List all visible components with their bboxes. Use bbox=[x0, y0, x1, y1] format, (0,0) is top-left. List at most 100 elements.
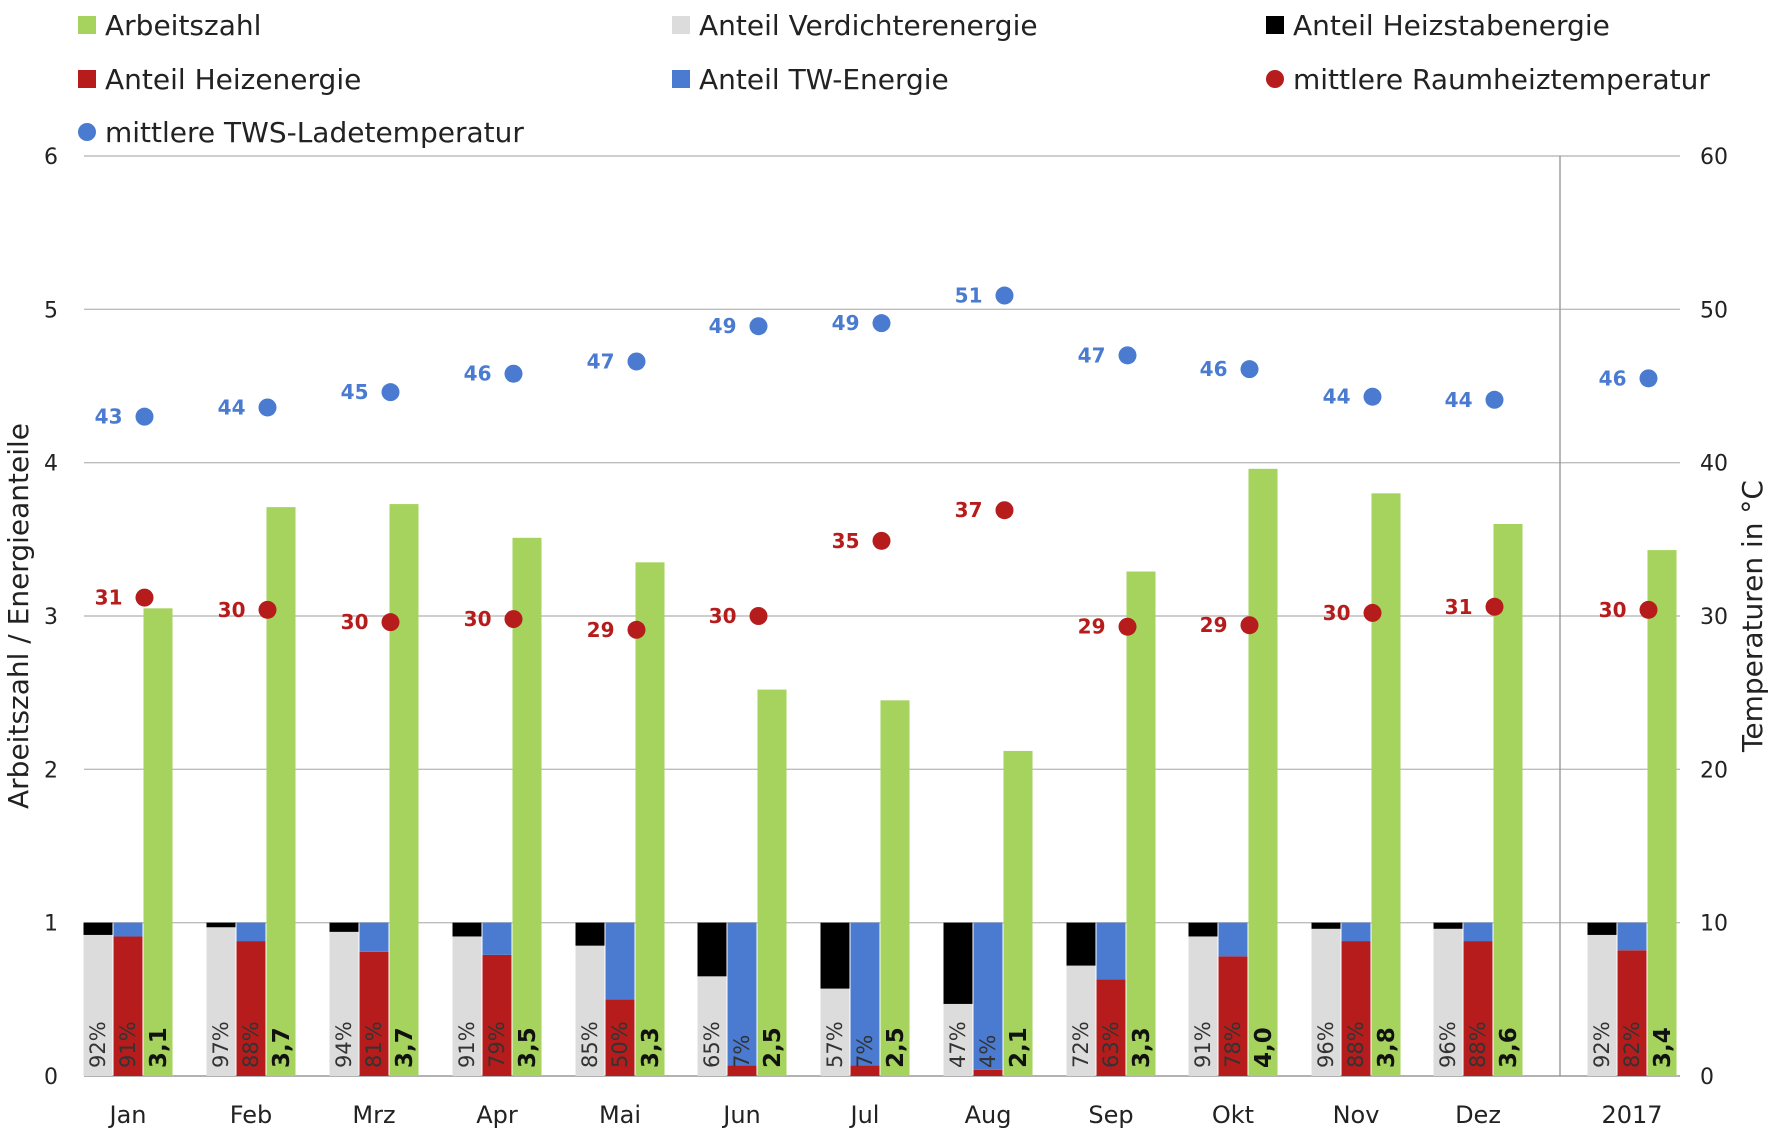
y-tick-label: 4 bbox=[44, 452, 58, 477]
bar-verdichter-label: 47% bbox=[946, 1021, 970, 1068]
y-tick-label: 5 bbox=[44, 298, 58, 323]
bar-heiz-label: 4% bbox=[976, 1035, 1000, 1068]
point-tws bbox=[872, 314, 891, 333]
legend-verdichter-marker bbox=[672, 16, 690, 34]
x-tick-label: Dez bbox=[1455, 1101, 1501, 1129]
point-tws bbox=[135, 407, 154, 426]
labels: 92% 91% 3,1 97% 88% 3,7 94% 81% 3,7 91% 79% 3,5 85% 5… bbox=[86, 284, 1676, 1068]
y2-tick-label: 10 bbox=[1700, 912, 1728, 937]
bar-heizstab bbox=[943, 922, 973, 1004]
bar-tw bbox=[482, 922, 512, 955]
bar-verdichter-label: 85% bbox=[578, 1021, 602, 1068]
bars bbox=[83, 468, 1677, 1077]
point-raum bbox=[1240, 616, 1259, 635]
point-raum bbox=[749, 607, 768, 625]
bar-heiz bbox=[1096, 979, 1126, 1076]
legend-heiz-label: Anteil Heizenergie bbox=[105, 63, 361, 96]
y-tick-label: 2 bbox=[44, 758, 58, 783]
y2-tick-label: 30 bbox=[1700, 605, 1728, 630]
legend-heizstab-label: Anteil Heizstabenergie bbox=[1293, 9, 1610, 42]
x-tick-label: Feb bbox=[230, 1101, 273, 1129]
point-tws-label: 51 bbox=[955, 284, 983, 308]
bar-verdichter bbox=[575, 945, 605, 1076]
bar-heizstab bbox=[575, 922, 605, 946]
point-tws bbox=[1485, 390, 1504, 409]
point-raum bbox=[872, 531, 891, 550]
x-tick-label: Jan bbox=[108, 1101, 147, 1129]
point-raum-label: 30 bbox=[218, 598, 246, 622]
bar-verdichter bbox=[329, 931, 359, 1076]
bar-arbeitszahl bbox=[266, 507, 296, 1077]
point-tws-label: 47 bbox=[587, 349, 615, 373]
bar-tw bbox=[850, 922, 880, 1066]
bar-tw bbox=[973, 922, 1003, 1070]
bar-verdichter bbox=[452, 936, 482, 1076]
legend: Arbeitszahl Anteil Verdichterenergie Antei… bbox=[78, 9, 1710, 149]
bar-arbeitszahl-label: 3,8 bbox=[1374, 1027, 1400, 1068]
bar-tw bbox=[113, 922, 143, 937]
point-raum-label: 30 bbox=[1323, 601, 1351, 625]
bar-heiz bbox=[727, 1065, 757, 1076]
bar-arbeitszahl-label: 4,0 bbox=[1251, 1027, 1277, 1068]
bar-heiz-label: 82% bbox=[1620, 1021, 1644, 1068]
bar-tw bbox=[1218, 922, 1248, 957]
bar-verdichter-label: 92% bbox=[1590, 1021, 1614, 1068]
bar-arbeitszahl bbox=[880, 700, 910, 1076]
points bbox=[135, 286, 1658, 639]
bar-verdichter-label: 65% bbox=[700, 1021, 724, 1068]
point-raum bbox=[1363, 603, 1382, 622]
bar-tw bbox=[236, 922, 266, 942]
bar-heiz bbox=[113, 936, 143, 1076]
bar-arbeitszahl-label: 3,7 bbox=[269, 1027, 295, 1068]
bar-arbeitszahl bbox=[1003, 750, 1033, 1076]
bar-verdichter-label: 72% bbox=[1069, 1021, 1093, 1068]
bar-heiz bbox=[605, 999, 635, 1076]
point-raum bbox=[1118, 617, 1137, 636]
x-tick-label: Okt bbox=[1212, 1101, 1254, 1129]
bar-verdichter bbox=[83, 934, 113, 1076]
bar-verdichter bbox=[1433, 928, 1463, 1076]
bar-verdichter-label: 97% bbox=[209, 1021, 233, 1068]
bar-arbeitszahl-label: 3,3 bbox=[638, 1027, 664, 1068]
legend-heiz-marker bbox=[78, 70, 96, 88]
legend-tws-marker bbox=[78, 123, 96, 141]
legend-raum-label: mittlere Raumheiztemperatur bbox=[1293, 63, 1710, 96]
point-raum-label: 29 bbox=[1078, 615, 1106, 639]
y2-tick-label: 60 bbox=[1700, 145, 1728, 170]
bar-arbeitszahl bbox=[1126, 571, 1156, 1076]
bar-heiz bbox=[1341, 941, 1371, 1076]
x-tick-label: Apr bbox=[476, 1101, 518, 1129]
bar-heiz-label: 88% bbox=[1344, 1021, 1368, 1068]
bar-tw bbox=[359, 922, 389, 952]
bar-heizstab bbox=[1587, 922, 1617, 935]
y-tick-label: 6 bbox=[44, 145, 58, 170]
bar-verdichter bbox=[943, 1003, 973, 1076]
bar-heiz-label: 7% bbox=[853, 1035, 877, 1068]
bar-heizstab bbox=[820, 922, 850, 989]
bar-heiz-label: 88% bbox=[1466, 1021, 1490, 1068]
bar-tw bbox=[727, 922, 757, 1066]
bar-verdichter bbox=[1188, 936, 1218, 1076]
point-raum bbox=[504, 610, 523, 629]
x-tick-label: Jun bbox=[721, 1101, 761, 1129]
bar-arbeitszahl-label: 3,7 bbox=[392, 1027, 418, 1068]
y2-tick-label: 50 bbox=[1700, 298, 1728, 323]
bar-tw bbox=[1463, 922, 1493, 942]
bar-verdichter bbox=[697, 976, 727, 1076]
x-tick-label: 2017 bbox=[1601, 1101, 1662, 1129]
point-tws-label: 43 bbox=[95, 405, 123, 429]
bar-arbeitszahl bbox=[1248, 468, 1278, 1076]
point-tws-label: 46 bbox=[464, 362, 492, 386]
y2-axis-title: Temperaturen in °C bbox=[1736, 480, 1769, 753]
bar-heiz-label: 78% bbox=[1221, 1021, 1245, 1068]
y-axis-title: Arbeitszahl / Energieanteile bbox=[2, 423, 35, 809]
bar-heiz-label: 81% bbox=[362, 1021, 386, 1068]
point-tws bbox=[749, 317, 768, 336]
point-tws-label: 49 bbox=[832, 311, 860, 335]
point-tws bbox=[258, 398, 277, 417]
bar-heizstab bbox=[83, 922, 113, 935]
legend-heizstab-marker bbox=[1266, 16, 1284, 34]
point-raum-label: 30 bbox=[464, 607, 492, 631]
bar-arbeitszahl bbox=[1371, 493, 1401, 1076]
